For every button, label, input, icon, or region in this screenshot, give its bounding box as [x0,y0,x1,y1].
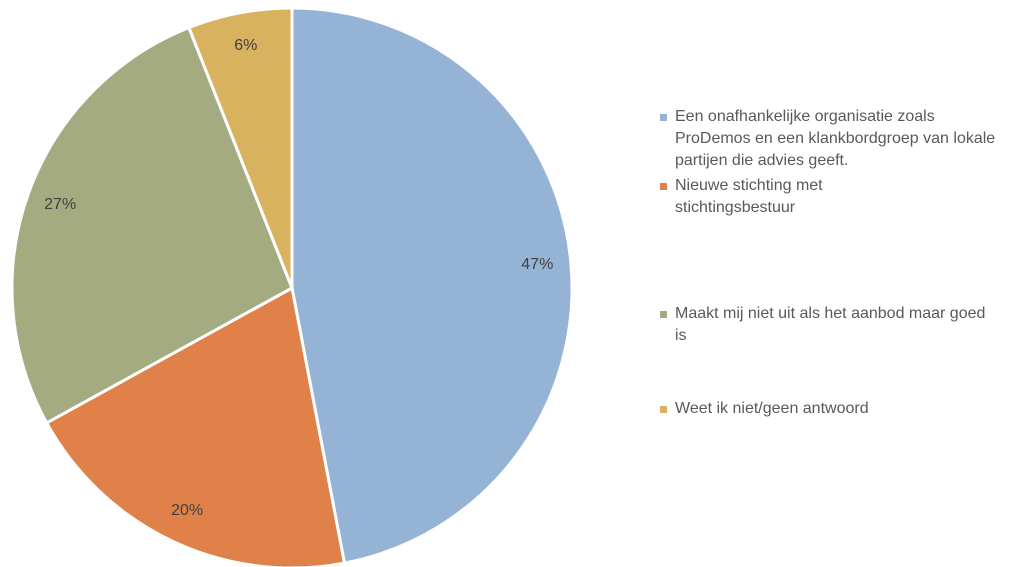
pie-slice [10,25,294,425]
legend-label: Weet ik niet/geen antwoord [675,400,869,417]
legend-entry: Maakt mij niet uit als het aanbod maar g… [660,303,1010,347]
chart: 47% 20% 27% 6% [10,6,574,567]
legend-label: Een onafhankelijke organisatie zoals Pro… [675,108,996,169]
pie-slice [44,285,347,567]
data-label: 6% [234,37,257,54]
legend-swatch [660,114,667,121]
data-label: 27% [44,196,76,213]
pie-slice [186,6,294,289]
legend-label: Nieuwe stichting met stichtingsbestuur [675,177,823,216]
legend-entry: Weet ik niet/geen antwoord [660,398,1010,420]
legend-entry: Een onafhankelijke organisatie zoals Pro… [660,106,1010,172]
legend-swatch [660,311,667,318]
legend-swatch [660,183,667,190]
legend-entry: Nieuwe stichting met stichtingsbestuur [660,175,1010,219]
data-label: 20% [171,502,203,519]
pie-slice [290,6,574,565]
legend-swatch [660,406,667,413]
data-label: 47% [521,256,553,273]
legend-label: Maakt mij niet uit als het aanbod maar g… [675,305,986,344]
